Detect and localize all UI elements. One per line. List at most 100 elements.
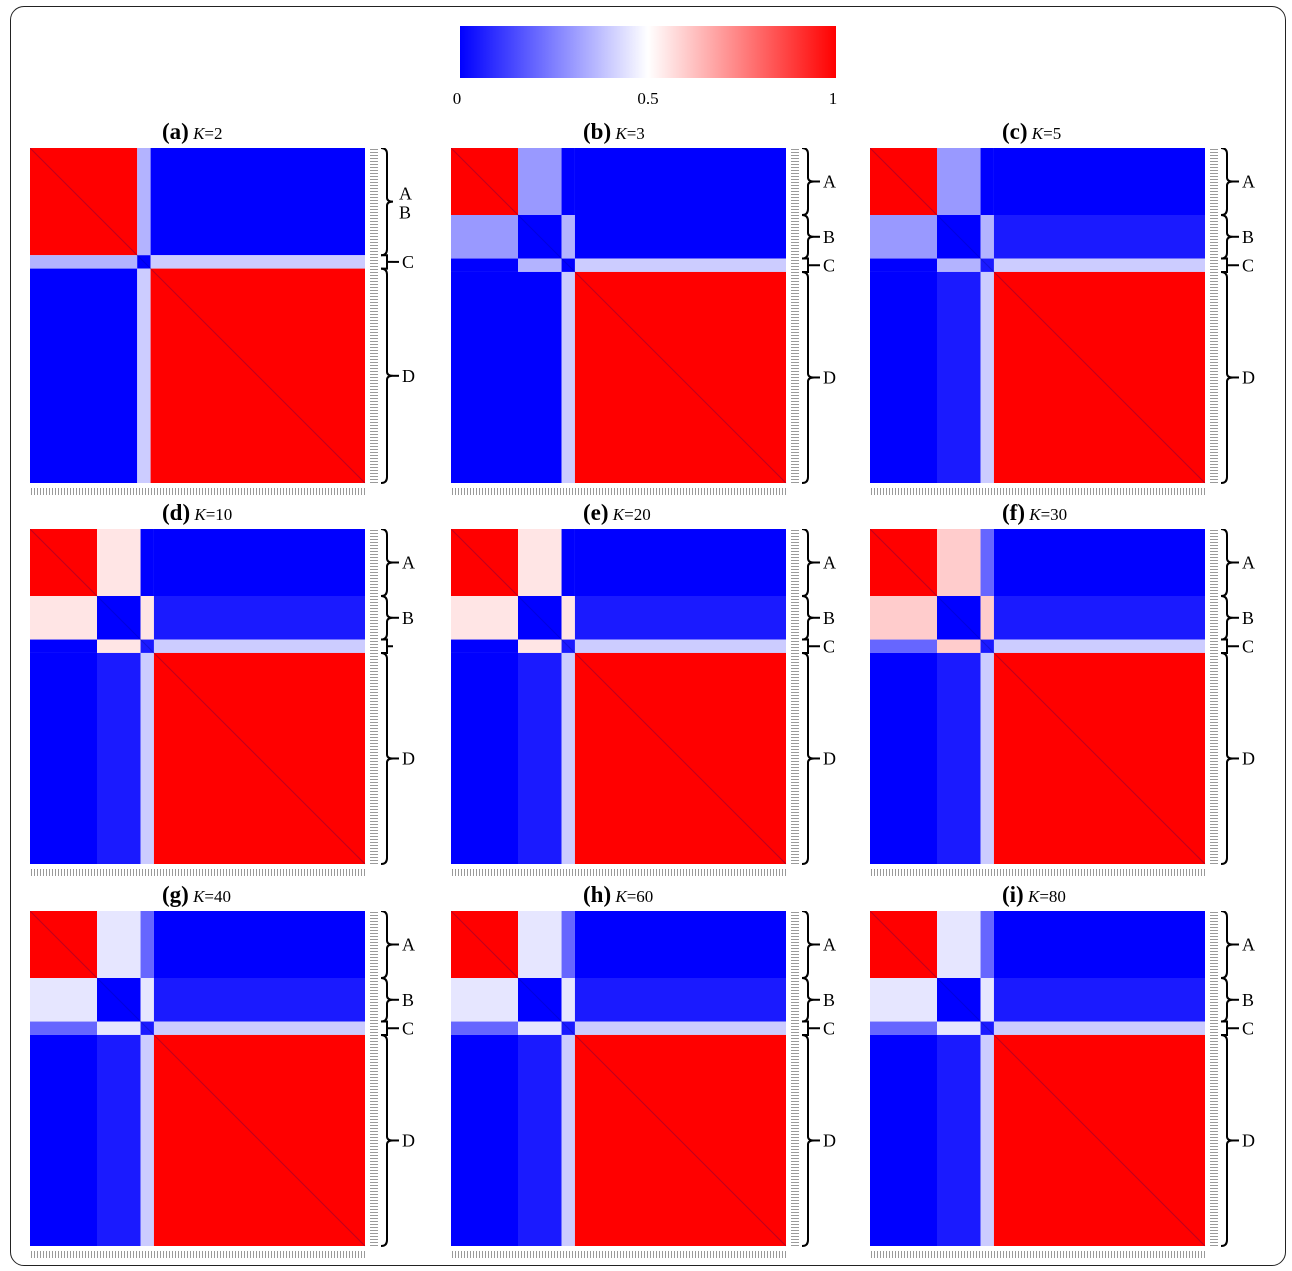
heatmap-cell <box>980 1021 994 1035</box>
cluster-bracket: C <box>802 1018 835 1038</box>
panel-letter: (i) <box>1002 882 1024 907</box>
cluster-label: C <box>823 636 835 656</box>
heatmap-cell <box>980 529 994 596</box>
row-sample-labels <box>1209 529 1219 864</box>
cluster-bracket: D <box>1220 1033 1255 1247</box>
heatmap-cell <box>980 258 994 272</box>
heatmap-cell <box>870 911 937 978</box>
heatmap-cell <box>993 271 1205 483</box>
cluster-label: D <box>402 1130 415 1150</box>
cluster-label: C <box>402 252 414 272</box>
column-sample-labels <box>451 867 786 876</box>
cluster-bracket: C <box>1221 255 1254 275</box>
cluster-label: C <box>402 1018 414 1038</box>
heatmap-cell <box>30 268 138 483</box>
cluster-bracket <box>381 638 393 654</box>
row-sample-labels <box>1209 911 1219 1246</box>
cluster-label: C <box>823 1018 835 1038</box>
column-sample-labels <box>30 1249 365 1258</box>
panel-k-label: K=30 <box>1029 505 1068 524</box>
heatmap-cell <box>451 978 518 1022</box>
cluster-label: A <box>823 172 836 192</box>
heatmap-cell <box>561 911 575 978</box>
heatmap-cell <box>937 978 981 1022</box>
cluster-bracket: B <box>380 977 414 1023</box>
heatmap-cell <box>937 911 981 978</box>
heatmap-cell <box>980 148 994 215</box>
heatmap-cell <box>140 596 154 640</box>
cluster-label: B <box>823 990 835 1010</box>
heatmap-cell <box>993 215 1205 259</box>
heatmap-cell <box>993 258 1205 272</box>
colorbar-tick-label: 1 <box>828 89 838 108</box>
column-sample-labels <box>30 486 365 495</box>
heatmap-cell <box>30 911 97 978</box>
heatmap-cell <box>150 148 365 256</box>
heatmap-cell <box>153 652 365 864</box>
heatmap-cell <box>451 529 518 596</box>
cluster-label: D <box>1242 367 1255 387</box>
cluster-label: D <box>823 748 836 768</box>
heatmap-cell <box>937 639 981 653</box>
heatmap-cell <box>870 596 937 640</box>
heatmap-cell <box>937 652 981 864</box>
heatmap-cell <box>980 911 994 978</box>
heatmap-cell <box>518 1034 562 1246</box>
heatmap-cell <box>937 258 981 272</box>
heatmap-cell <box>518 1021 562 1035</box>
cluster-label: D <box>1242 1130 1255 1150</box>
heatmap-cell <box>140 652 154 864</box>
heatmap-cell <box>518 978 562 1022</box>
heatmap-cell <box>870 148 937 215</box>
heatmap-panel: (b) K=3 A B C D <box>451 118 871 503</box>
panel-letter: (h) <box>583 882 612 907</box>
panel-k-label: K=5 <box>1031 124 1062 143</box>
heatmap-cell <box>561 978 575 1022</box>
heatmap-cell <box>937 529 981 596</box>
panel-k-label: K=60 <box>615 887 654 906</box>
heatmap-cell <box>574 529 786 596</box>
heatmap-cell <box>97 652 141 864</box>
row-sample-labels <box>369 148 379 483</box>
column-sample-labels <box>30 867 365 876</box>
cluster-bracket: A <box>1220 529 1255 597</box>
cluster-bracket: C <box>802 255 835 275</box>
heatmap-cell <box>137 268 151 483</box>
cluster-bracket: D <box>1220 651 1255 865</box>
heatmap-cell <box>937 148 981 215</box>
column-sample-labels <box>451 486 786 495</box>
cluster-bracket: C <box>1221 636 1254 656</box>
cluster-label: C <box>1242 255 1254 275</box>
heatmap-panel: (g) K=40 A B C D <box>30 881 450 1266</box>
heatmap-cell <box>561 215 575 259</box>
heatmap-cell <box>97 639 141 653</box>
heatmap-cell <box>30 1034 97 1246</box>
panel-title: (f) K=30 <box>1002 501 1067 524</box>
cluster-label: C <box>1242 1018 1254 1038</box>
heatmap-cell <box>30 255 138 269</box>
cluster-label: C <box>1242 636 1254 656</box>
panel-title: (e) K=20 <box>583 501 651 524</box>
heatmap-diagonal <box>870 911 1206 1247</box>
heatmap-cell <box>451 596 518 640</box>
heatmap-cell <box>574 271 786 483</box>
panel-title: (a) K=2 <box>162 120 223 143</box>
heatmap-cell <box>97 978 141 1022</box>
heatmap-panel: (i) K=80 A B C D <box>870 881 1290 1266</box>
cluster-label: B <box>399 203 411 223</box>
panel-letter: (e) <box>583 500 609 525</box>
cluster-label: C <box>823 255 835 275</box>
heatmap-cell <box>137 255 151 269</box>
heatmap-cell <box>30 978 97 1022</box>
heatmap-cell <box>993 596 1205 640</box>
heatmap-cell <box>137 148 151 256</box>
heatmap-cell <box>30 652 97 864</box>
cluster-label: A <box>402 553 415 573</box>
heatmap-cell <box>97 1034 141 1246</box>
heatmap-cell <box>518 258 562 272</box>
heatmap-cell <box>993 1034 1205 1246</box>
